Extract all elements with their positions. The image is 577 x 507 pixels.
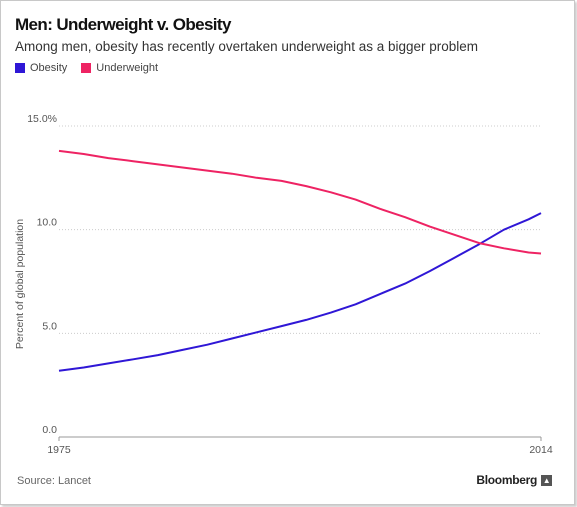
legend-item-obesity: Obesity bbox=[15, 62, 67, 74]
series-line-obesity bbox=[58, 212, 542, 372]
chart-subtitle: Among men, obesity has recently overtake… bbox=[15, 39, 479, 54]
chart-title: Men: Underweight v. Obesity bbox=[15, 15, 231, 34]
y-axis-label: Percent of global population bbox=[14, 219, 26, 349]
brand-name: Bloomberg bbox=[476, 473, 537, 487]
x-tick-label: 2014 bbox=[529, 444, 553, 456]
source-note: Source: Lancet bbox=[17, 475, 91, 487]
y-tick-label: 0.0 bbox=[42, 424, 57, 436]
y-tick-labels: 0.0 5.0 10.0 15.0% bbox=[27, 113, 57, 436]
legend-item-underweight: Underweight bbox=[81, 62, 158, 74]
gridlines bbox=[59, 125, 541, 438]
series-lines bbox=[58, 149, 542, 372]
series-line-underweight bbox=[58, 149, 542, 255]
legend-swatch-underweight bbox=[81, 63, 92, 73]
chart-legend: Obesity Underweight bbox=[15, 62, 172, 74]
legend-label-obesity: Obesity bbox=[30, 62, 68, 74]
y-tick-label: 15.0% bbox=[27, 113, 57, 125]
legend-swatch-obesity bbox=[15, 63, 25, 73]
x-tick-label: 1975 bbox=[47, 444, 71, 456]
brand-logo: Bloomberg ▲ bbox=[476, 473, 552, 487]
x-tick-labels: 1975 2014 bbox=[47, 437, 553, 456]
y-tick-label: 5.0 bbox=[42, 320, 57, 332]
bloomberg-logo-icon: ▲ bbox=[541, 474, 552, 486]
y-tick-label: 10.0 bbox=[37, 217, 58, 229]
legend-label-underweight: Underweight bbox=[96, 62, 159, 74]
